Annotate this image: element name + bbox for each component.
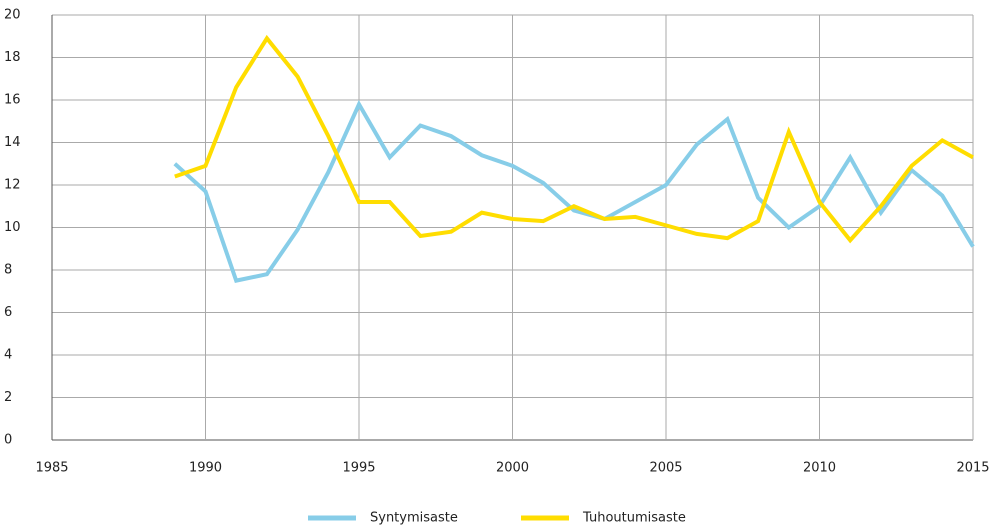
line-series — [174, 34, 974, 244]
legend-label: Syntymisaste — [370, 511, 458, 526]
y-tick-label: 20 — [4, 8, 21, 23]
y-tick-label: 18 — [4, 50, 21, 65]
y-tick-label: 4 — [4, 348, 12, 363]
y-tick-label: 16 — [4, 93, 21, 108]
line-series — [173, 99, 975, 283]
x-tick-label: 2015 — [956, 461, 989, 476]
y-tick-label: 2 — [4, 390, 12, 405]
x-tick-label: 1985 — [35, 461, 68, 476]
x-tick-label: 1990 — [189, 461, 222, 476]
y-tick-label: 14 — [4, 135, 21, 150]
x-tick-label: 2010 — [803, 461, 836, 476]
x-tick-label: 2000 — [496, 461, 529, 476]
x-tick-label: 2005 — [649, 461, 682, 476]
y-tick-label: 6 — [4, 305, 12, 320]
x-tick-label: 1995 — [342, 461, 375, 476]
legend-label: Tuhoutumisaste — [582, 511, 686, 526]
y-tick-label: 0 — [4, 433, 12, 448]
y-tick-label: 12 — [4, 178, 21, 193]
y-tick-label: 10 — [4, 220, 21, 235]
y-tick-label: 8 — [4, 263, 12, 278]
